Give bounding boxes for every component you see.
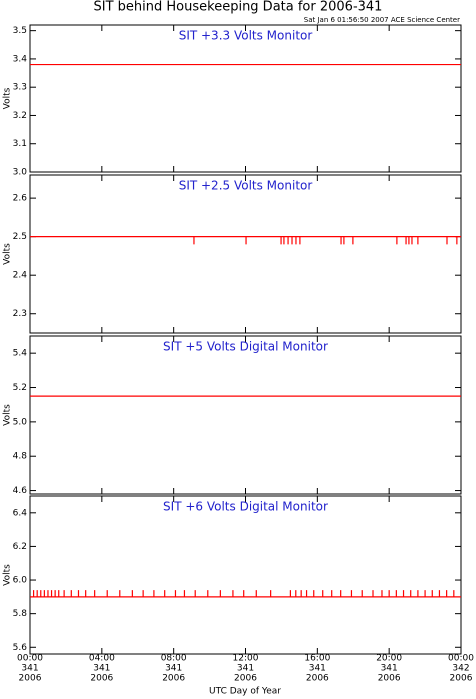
- y-tick-label: 5.6: [13, 643, 28, 653]
- y-tick-label: 5.4: [13, 349, 28, 359]
- y-tick-label: 2.6: [13, 194, 28, 204]
- y-tick-label: 3.2: [13, 111, 27, 121]
- x-tick-year: 2006: [90, 674, 113, 684]
- panel-title: SIT +2.5 Volts Monitor: [179, 179, 313, 193]
- x-tick-day: 341: [93, 664, 110, 674]
- x-tick-year: 2006: [19, 674, 42, 684]
- y-axis-label: Volts: [3, 404, 13, 426]
- y-tick-label: 5.2: [13, 383, 27, 393]
- y-tick-label: 4.8: [13, 452, 28, 462]
- x-tick-day: 341: [309, 664, 326, 674]
- x-tick-day: 341: [237, 664, 254, 674]
- y-tick-label: 2.4: [13, 271, 28, 281]
- x-tick-label: 08:00: [161, 654, 187, 664]
- y-axis-label: Volts: [3, 564, 13, 586]
- x-tick-day: 342: [452, 664, 469, 674]
- y-tick-label: 5.0: [13, 417, 28, 427]
- page-subtitle: Sat Jan 6 01:56:50 2007 ACE Science Cent…: [304, 16, 460, 24]
- x-axis-label: UTC Day of Year: [209, 687, 281, 697]
- x-tick-day: 341: [21, 664, 38, 674]
- y-tick-label: 6.0: [13, 576, 28, 586]
- x-tick-year: 2006: [306, 674, 329, 684]
- x-tick-label: 20:00: [376, 654, 402, 664]
- x-tick-label: 12:00: [233, 654, 259, 664]
- x-tick-year: 2006: [162, 674, 185, 684]
- y-tick-label: 2.3: [13, 309, 27, 319]
- x-tick-day: 341: [165, 664, 182, 674]
- x-tick-label: 00:00: [448, 654, 474, 664]
- y-tick-label: 2.5: [13, 232, 27, 242]
- x-tick-label: 04:00: [89, 654, 115, 664]
- y-tick-label: 5.8: [13, 609, 28, 619]
- y-tick-label: 3.1: [13, 139, 27, 149]
- y-tick-label: 4.6: [13, 486, 28, 496]
- panel-title: SIT +6 Volts Digital Monitor: [163, 500, 328, 514]
- x-tick-label: 00:00: [17, 654, 43, 664]
- y-tick-label: 3.0: [13, 168, 28, 178]
- y-tick-label: 6.4: [13, 508, 28, 518]
- y-tick-label: 3.5: [13, 26, 27, 36]
- page-title: SIT behind Housekeeping Data for 2006-34…: [94, 0, 383, 15]
- x-tick-year: 2006: [234, 674, 257, 684]
- x-tick-label: 16:00: [304, 654, 330, 664]
- x-tick-day: 341: [381, 664, 398, 674]
- y-tick-label: 3.4: [13, 54, 28, 64]
- panel-title: SIT +3.3 Volts Monitor: [179, 29, 313, 43]
- y-tick-label: 3.3: [13, 83, 27, 93]
- y-axis-label: Volts: [3, 87, 13, 109]
- y-axis-label: Volts: [3, 243, 13, 265]
- x-tick-year: 2006: [450, 674, 473, 684]
- x-tick-year: 2006: [378, 674, 401, 684]
- y-tick-label: 6.2: [13, 542, 27, 552]
- panel-title: SIT +5 Volts Digital Monitor: [163, 340, 328, 354]
